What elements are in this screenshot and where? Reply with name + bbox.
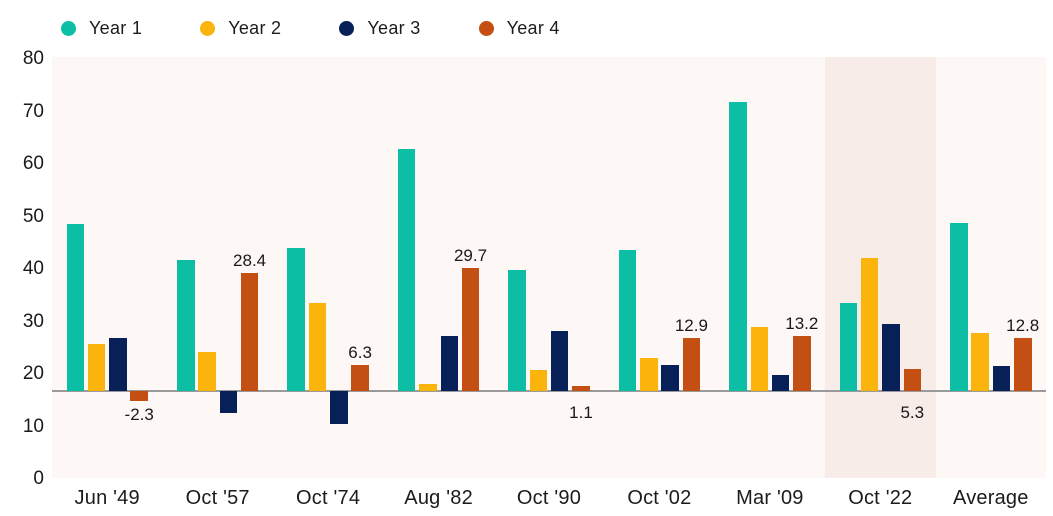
x-axis-label-oct-90: Oct '90: [516, 487, 582, 509]
y-tick-label-40: 40: [22, 258, 44, 279]
value-label-oct-22: 5.3: [900, 403, 925, 422]
bar-year-2-jun-49: [87, 343, 106, 391]
bar-year-2-oct-02: [640, 357, 658, 391]
y-tick-label-60: 60: [22, 153, 44, 174]
bar-year-3-oct-74: [330, 391, 348, 425]
legend-item-year-2: Year 2: [200, 18, 281, 39]
bar-year-4-oct-57: [240, 273, 259, 391]
bar-year-3-oct-22: [882, 324, 900, 391]
legend-label-year-1: Year 1: [89, 18, 143, 38]
bar-year-4-oct-22: [903, 369, 921, 391]
y-tick-label-30: 30: [22, 310, 44, 332]
bar-year-4-mar-09: [793, 336, 811, 391]
value-label-oct-74: 6.3: [348, 342, 372, 362]
bar-year-2-mar-09: [750, 326, 768, 391]
chart-legend: Year 1 Year 2 Year 3 Year 4: [61, 18, 618, 39]
bar-year-3-average: [992, 366, 1011, 391]
value-label-oct-90: 1.1: [569, 403, 593, 422]
y-tick-label-10: 10: [22, 415, 44, 437]
legend-label-year-3: Year 3: [367, 18, 421, 38]
x-axis-label-oct-57: Oct '57: [185, 487, 250, 509]
bar-year-3-mar-09: [771, 375, 790, 391]
legend-dot-year-1-icon: [61, 21, 76, 36]
bar-year-2-oct-22: [860, 257, 879, 391]
x-axis-label-mar-09: Mar '09: [736, 487, 804, 509]
x-axis-label-oct-02: Oct '02: [627, 487, 692, 509]
value-label-average: 12.8: [1006, 315, 1040, 335]
bar-year-2-oct-57: [198, 351, 216, 391]
value-label-oct-02: 12.9: [674, 315, 708, 335]
bar-year-1-mar-09: [729, 102, 747, 391]
value-label-mar-09: 13.2: [785, 314, 819, 334]
value-label-oct-57: 28.4: [233, 251, 267, 271]
bar-year-4-oct-74: [351, 364, 369, 391]
y-tick-label-50: 50: [22, 205, 44, 227]
bar-year-1-jun-49: [66, 224, 84, 391]
bar-year-4-oct-90: [572, 386, 590, 391]
bar-year-1-average: [950, 222, 968, 391]
bar-year-1-oct-22: [839, 302, 858, 391]
legend-dot-year-2-icon: [200, 21, 216, 36]
bar-year-1-oct-57: [177, 260, 195, 391]
bar-year-4-oct-02: [682, 337, 701, 391]
value-label-aug-82: 29.7: [453, 245, 488, 265]
bar-year-3-oct-57: [219, 391, 238, 413]
bar-year-4-jun-49: [130, 391, 148, 401]
bar-year-1-aug-82: [397, 149, 416, 391]
bar-year-2-oct-90: [529, 369, 548, 391]
x-axis-label-aug-82: Aug '82: [404, 487, 473, 509]
bar-year-1-oct-90: [508, 269, 526, 391]
bar-year-1-oct-74: [287, 247, 305, 391]
bar-year-2-average: [971, 332, 989, 391]
bar-year-3-jun-49: [109, 338, 127, 391]
y-tick-label-80: 80: [22, 48, 44, 69]
legend-item-year-4: Year 4: [478, 18, 560, 39]
bar-year-1-oct-02: [618, 250, 637, 391]
bar-year-4-average: [1014, 337, 1032, 391]
legend-item-year-3: Year 3: [339, 18, 420, 39]
value-label-jun-49: -2.3: [124, 404, 154, 424]
y-tick-label-70: 70: [22, 100, 44, 122]
legend-label-year-2: Year 2: [228, 18, 282, 38]
legend-item-year-1: Year 1: [61, 18, 142, 39]
legend-dot-year-4-icon: [478, 21, 494, 36]
highlight-band-oct-22: [825, 57, 936, 478]
x-axis-label-oct-74: Oct '74: [296, 487, 361, 509]
x-axis-label-average: Average: [953, 487, 1029, 509]
bar-year-3-oct-90: [550, 330, 569, 391]
legend-label-year-4: Year 4: [506, 18, 560, 38]
bar-year-2-oct-74: [308, 303, 327, 391]
bar-year-4-aug-82: [461, 267, 480, 391]
y-tick-label-0: 0: [33, 468, 44, 489]
x-axis-label-oct-22: Oct '22: [848, 487, 913, 509]
y-tick-label-20: 20: [22, 363, 44, 384]
bar-year-3-aug-82: [440, 336, 458, 391]
legend-dot-year-3-icon: [339, 21, 355, 36]
bar-year-3-oct-02: [661, 364, 679, 391]
x-axis-label-jun-49: Jun '49: [74, 487, 140, 509]
bar-year-2-aug-82: [419, 384, 437, 391]
x-axis-line: [52, 390, 1046, 392]
